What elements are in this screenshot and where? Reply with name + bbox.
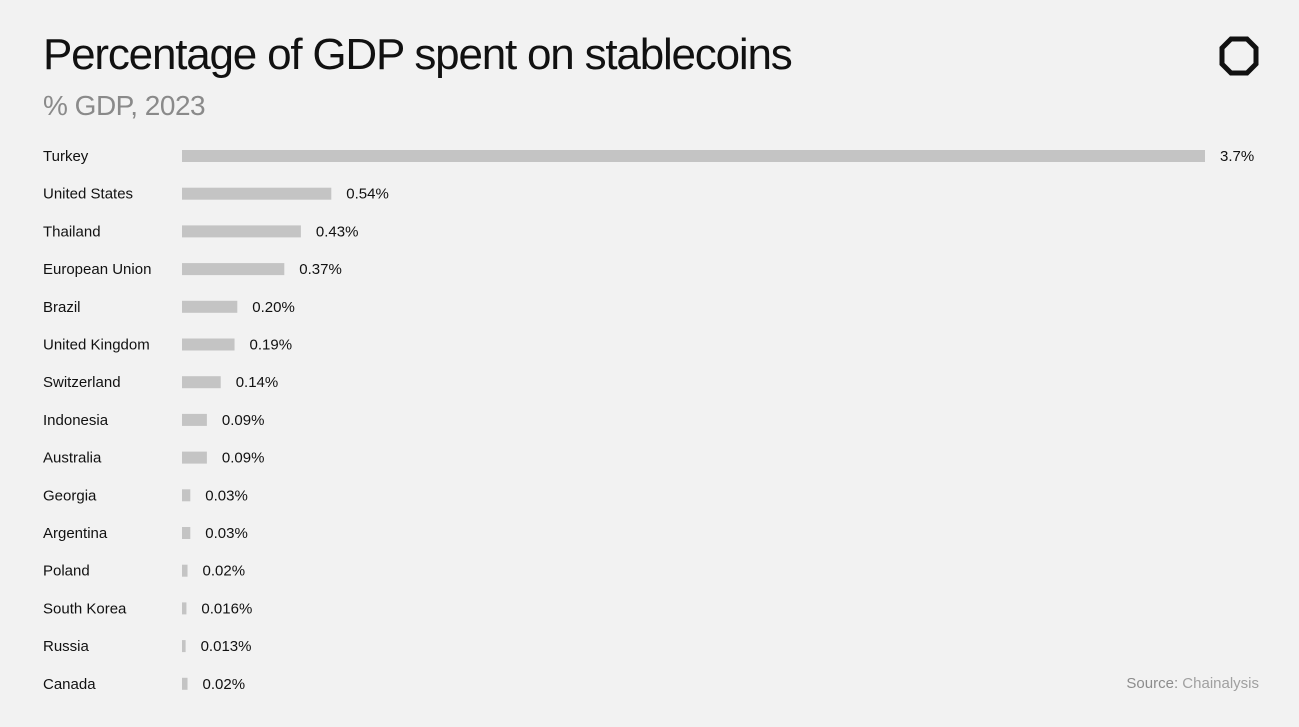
- bar: [182, 187, 332, 200]
- source-label: Source:: [1126, 675, 1179, 692]
- value-label: 0.016%: [201, 600, 252, 617]
- value-label: 3.7%: [1220, 148, 1254, 165]
- value-label: 0.02%: [203, 563, 246, 580]
- value-label: 0.14%: [236, 374, 279, 391]
- category-label: Thailand: [43, 223, 101, 240]
- category-label: Argentina: [43, 525, 108, 542]
- bar: [182, 564, 188, 577]
- category-label: Poland: [43, 563, 90, 580]
- value-label: 0.09%: [222, 412, 265, 429]
- value-label: 0.54%: [346, 186, 389, 203]
- category-label: Russia: [43, 638, 90, 655]
- value-label: 0.013%: [201, 638, 252, 655]
- bar: [182, 677, 188, 690]
- value-label: 0.03%: [205, 525, 248, 542]
- value-label: 0.02%: [203, 676, 246, 693]
- value-label: 0.03%: [205, 487, 248, 504]
- category-label: United Kingdom: [43, 337, 150, 354]
- octagon-logo-icon: [1219, 36, 1259, 76]
- bar: [182, 338, 235, 351]
- source-value: Chainalysis: [1182, 675, 1259, 692]
- value-label: 0.09%: [222, 450, 265, 467]
- bar: [182, 263, 285, 276]
- value-label: 0.19%: [250, 337, 293, 354]
- category-label: Georgia: [43, 487, 97, 504]
- category-label: United States: [43, 186, 133, 203]
- value-label: 0.20%: [252, 299, 295, 316]
- category-label: Turkey: [43, 148, 89, 165]
- bar: [182, 150, 1205, 162]
- bar: [182, 300, 238, 313]
- category-label: Australia: [43, 450, 102, 467]
- bar: [182, 376, 221, 389]
- bar: [182, 489, 191, 502]
- bar: [182, 527, 191, 539]
- source-note: Source: Chainalysis: [1126, 675, 1259, 692]
- category-label: European Union: [43, 261, 151, 278]
- bar: [182, 640, 186, 653]
- category-label: South Korea: [43, 600, 127, 617]
- bar: [182, 602, 187, 615]
- bar: [182, 451, 207, 464]
- bar: [182, 413, 207, 426]
- category-label: Indonesia: [43, 412, 109, 429]
- category-label: Switzerland: [43, 374, 121, 391]
- category-label: Brazil: [43, 299, 81, 316]
- chart-subtitle: % GDP, 2023: [43, 90, 206, 121]
- value-label: 0.37%: [299, 261, 342, 278]
- category-label: Canada: [43, 676, 96, 693]
- chart-title: Percentage of GDP spent on stablecoins: [43, 30, 793, 79]
- value-label: 0.43%: [316, 223, 359, 240]
- bar: [182, 225, 301, 238]
